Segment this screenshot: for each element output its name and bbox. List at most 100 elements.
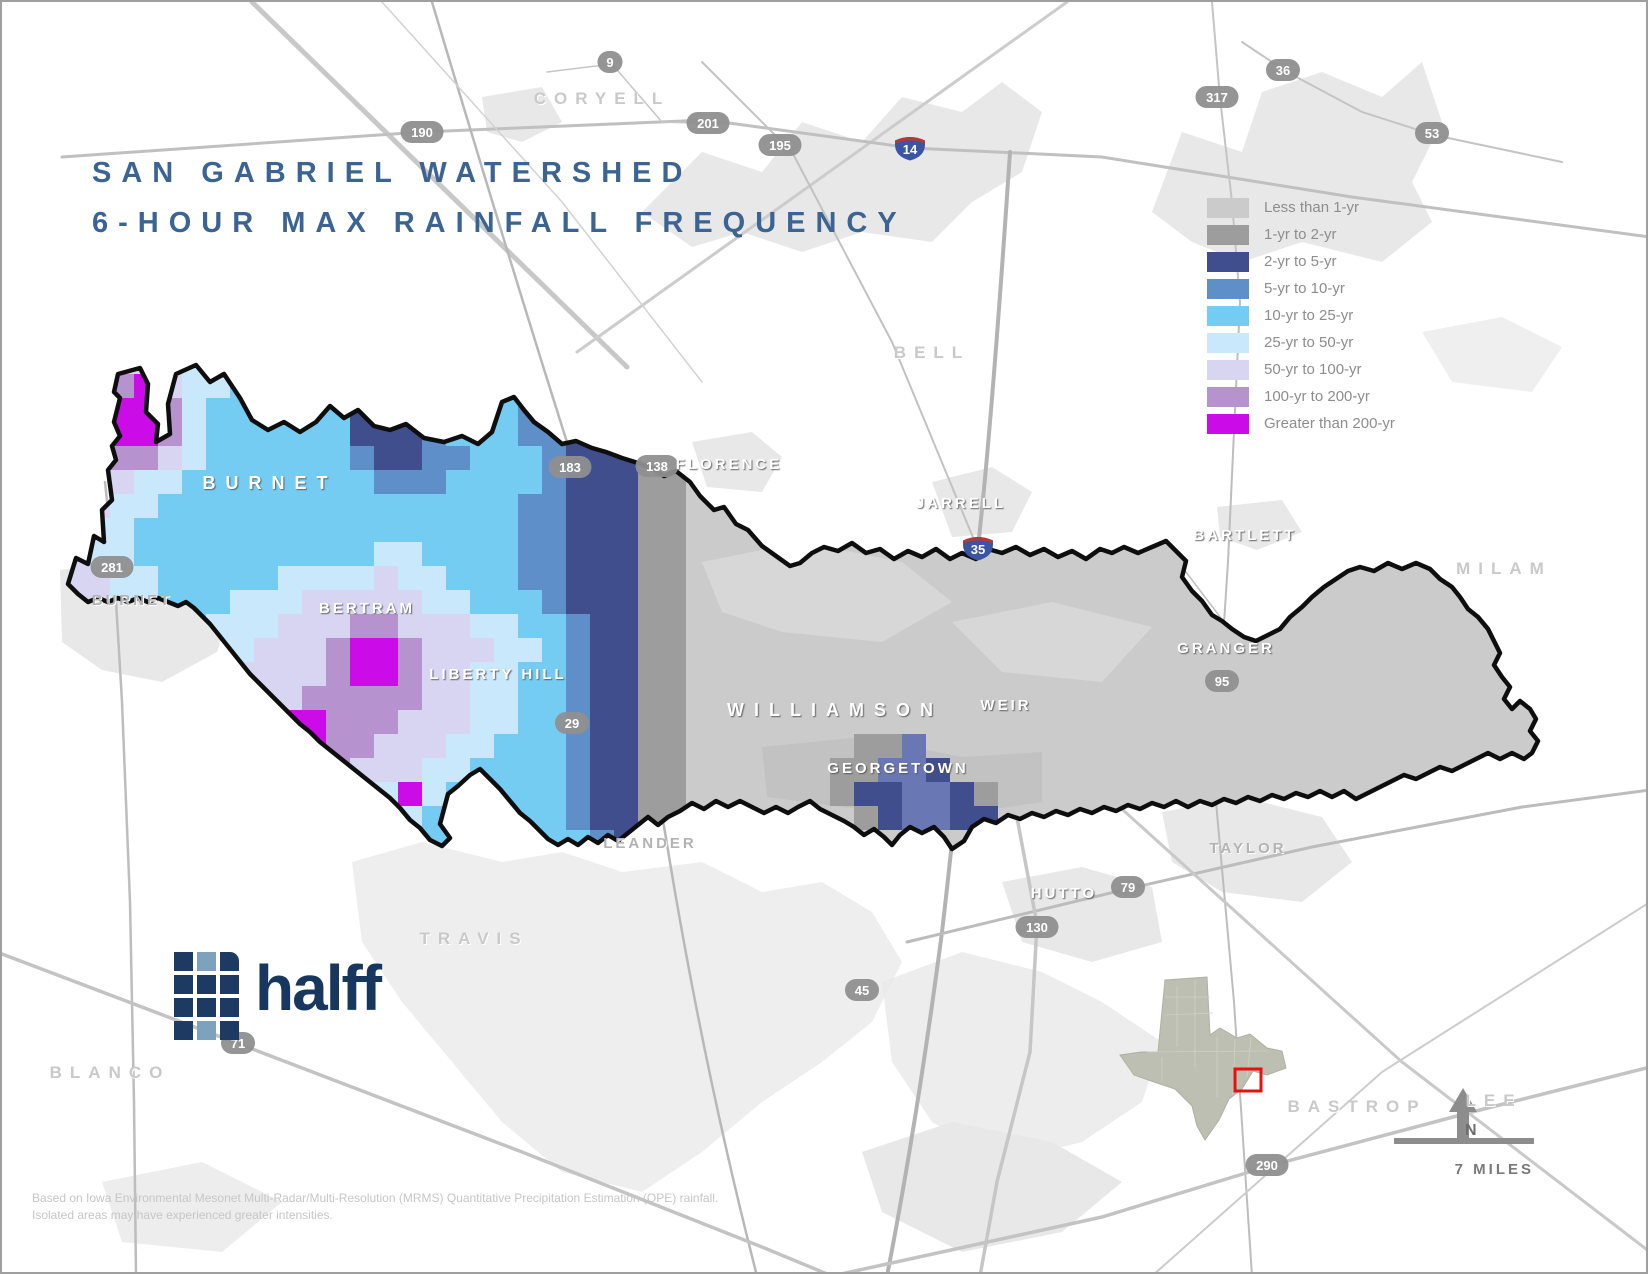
highway-shield-icon: 190 [400, 121, 444, 143]
raster-cell [302, 518, 326, 542]
raster-cell [830, 782, 854, 806]
town-label: JARRELL [916, 495, 1006, 512]
raster-cell [830, 758, 854, 782]
raster-cell [662, 710, 686, 734]
highway-shield-icon: 53 [1415, 122, 1449, 144]
raster-cell [638, 662, 662, 686]
raster-cell [590, 398, 614, 422]
raster-cell [518, 734, 542, 758]
raster-cell [422, 518, 446, 542]
legend-label: 50-yr to 100-yr [1264, 361, 1362, 378]
raster-cell [614, 365, 638, 374]
raster-cell [302, 590, 326, 614]
halff-logo: halff [174, 946, 382, 1040]
raster-cell [614, 710, 638, 734]
raster-cell [254, 518, 278, 542]
raster-cell [350, 710, 374, 734]
texas-inset [1119, 976, 1287, 1141]
raster-cell [398, 686, 422, 710]
raster-cell [614, 686, 638, 710]
legend-label: Less than 1-yr [1264, 199, 1360, 216]
raster-cell [254, 782, 278, 806]
raster-cell [230, 518, 254, 542]
raster-cell [302, 830, 326, 849]
raster-cell [470, 614, 494, 638]
raster-cell [302, 638, 326, 662]
town-label: LEANDER [603, 835, 697, 852]
raster-cell [230, 494, 254, 518]
raster-cell [470, 782, 494, 806]
halff-logo-square [174, 998, 193, 1017]
raster-cell [614, 662, 638, 686]
raster-cell [68, 830, 86, 849]
raster-cell [470, 734, 494, 758]
legend-swatch [1207, 413, 1249, 434]
map-title: SAN GABRIEL WATERSHED 6-HOUR MAX RAINFAL… [92, 148, 907, 248]
raster-cell [230, 710, 254, 734]
raster-cell [326, 374, 350, 398]
raster-cell [470, 398, 494, 422]
raster-cell [110, 518, 134, 542]
raster-cell [206, 734, 230, 758]
raster-cell [254, 590, 278, 614]
raster-cell [182, 782, 206, 806]
north-arrow-label: N [1465, 1122, 1477, 1139]
map-labels: CORYELL BELL MILAM TRAVIS BLANCO BASTROP LEE BU… [50, 89, 1544, 1116]
raster-cell [662, 374, 686, 398]
legend-label: 10-yr to 25-yr [1264, 307, 1354, 324]
halff-logo-square [174, 1021, 193, 1040]
raster-cell [134, 710, 158, 734]
raster-cell [470, 494, 494, 518]
raster-cell [374, 710, 398, 734]
raster-cell [446, 590, 470, 614]
raster-cell [566, 590, 590, 614]
raster-cell [182, 365, 206, 374]
raster-cell [230, 782, 254, 806]
legend-item: 2-yr to 5-yr [1207, 248, 1395, 275]
raster-cell [326, 710, 350, 734]
raster-cell [638, 758, 662, 782]
watershed-outline [65, 362, 1541, 852]
town-label: FLORENCE [676, 456, 783, 473]
raster-cell [86, 365, 110, 374]
raster-cell [86, 734, 110, 758]
raster-cell [542, 782, 566, 806]
raster-cell [278, 758, 302, 782]
shield-number: 29 [565, 716, 579, 731]
raster-cell [86, 806, 110, 830]
road-shields: 9 190 201 195 14 317 36 53 183 138 281 35 29 95 79 130 4… [90, 51, 1449, 1176]
town-label: LIBERTY HILL [429, 666, 566, 683]
raster-cell [68, 710, 86, 734]
raster-cell [374, 614, 398, 638]
raster-cell [590, 590, 614, 614]
raster-cell [206, 830, 230, 849]
raster-cell [902, 758, 926, 782]
raster-cell [398, 542, 422, 566]
shield-number: 138 [646, 459, 668, 474]
raster-cell [302, 365, 326, 374]
raster-cell [662, 365, 686, 374]
raster-cell [398, 374, 422, 398]
texas-county-lines [1146, 980, 1268, 1097]
raster-cell [374, 542, 398, 566]
raster-cell [206, 806, 230, 830]
raster-cell [422, 662, 446, 686]
raster-cell [278, 590, 302, 614]
raster-cell [302, 566, 326, 590]
source-footnote: Based on Iowa Environmental Mesonet Mult… [32, 1190, 718, 1224]
town-label: GRANGER [1177, 640, 1275, 657]
highway-shield-icon: 130 [1015, 916, 1059, 938]
raster-cell [446, 374, 470, 398]
raster-cell [422, 686, 446, 710]
raster-cell [278, 566, 302, 590]
raster-cell [614, 566, 638, 590]
raster-cell [350, 806, 374, 830]
raster-cell [494, 494, 518, 518]
raster-cell [662, 686, 686, 710]
raster-cell [854, 806, 878, 830]
raster-cell [350, 365, 374, 374]
raster-cell [470, 638, 494, 662]
raster-cell [326, 542, 350, 566]
legend-swatch [1207, 197, 1249, 218]
raster-cell [374, 446, 398, 470]
